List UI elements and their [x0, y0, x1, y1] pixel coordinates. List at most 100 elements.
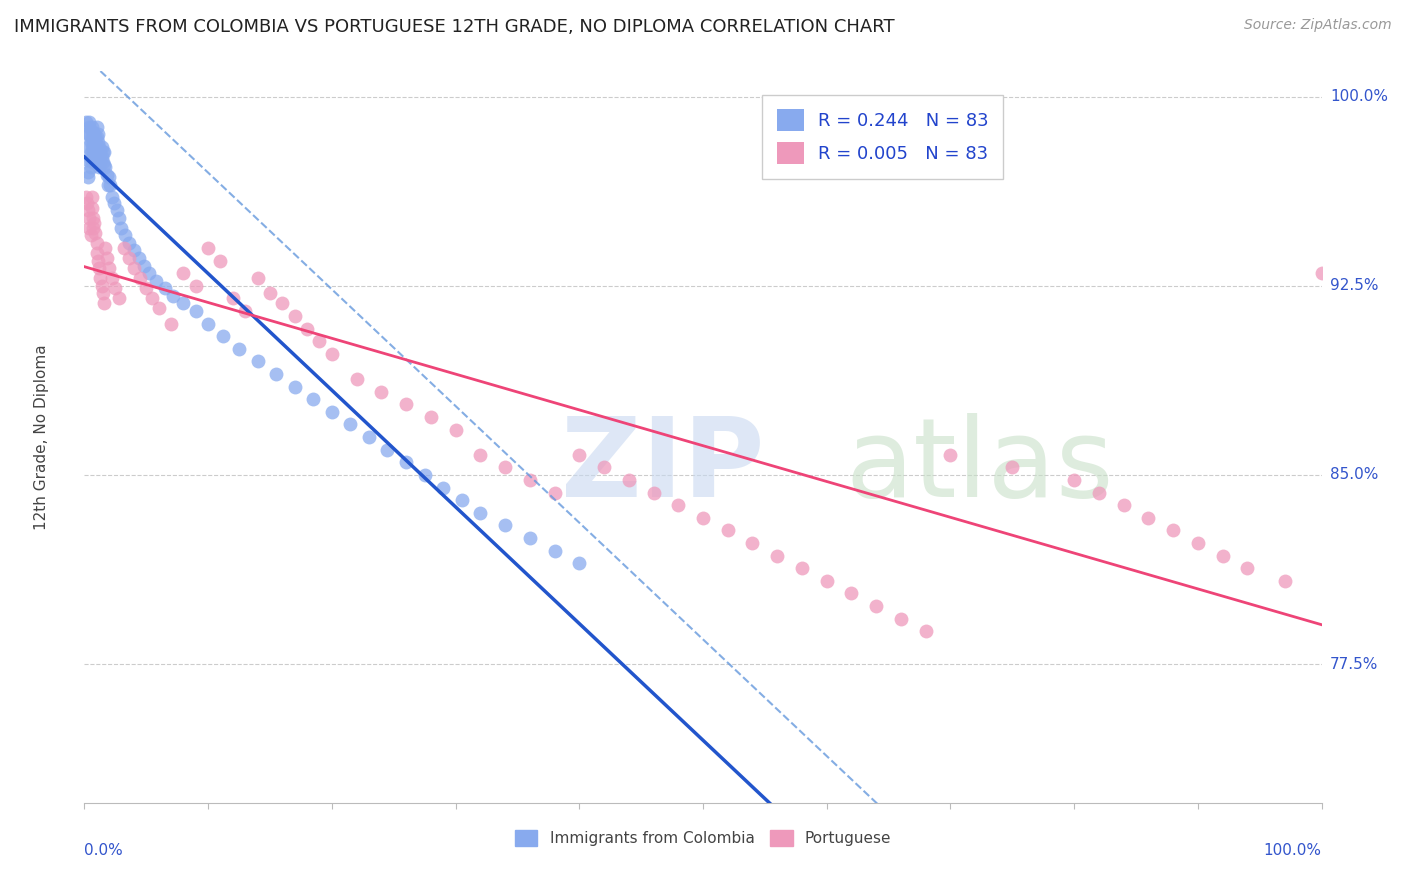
- Point: [222, 291, 245, 305]
- Point: [83, 216, 105, 230]
- Point: [77, 153, 100, 167]
- Point: [84, 226, 107, 240]
- Point: [76, 128, 98, 142]
- Point: [162, 289, 184, 303]
- Point: [93, 296, 115, 310]
- Point: [108, 291, 131, 305]
- Point: [86, 140, 108, 154]
- Text: 0.0%: 0.0%: [84, 843, 124, 858]
- Point: [80, 190, 103, 204]
- Point: [741, 536, 763, 550]
- Point: [370, 384, 392, 399]
- Point: [470, 448, 492, 462]
- Point: [76, 195, 98, 210]
- Point: [91, 155, 114, 169]
- Point: [89, 150, 111, 164]
- Point: [1161, 524, 1184, 538]
- Point: [79, 120, 101, 134]
- Point: [98, 170, 121, 185]
- Point: [89, 145, 111, 159]
- Point: [470, 506, 492, 520]
- Point: [104, 281, 127, 295]
- Point: [543, 543, 565, 558]
- Point: [86, 246, 108, 260]
- Point: [543, 485, 565, 500]
- Point: [450, 493, 472, 508]
- Point: [148, 301, 170, 316]
- Point: [110, 220, 132, 235]
- Point: [246, 271, 269, 285]
- Point: [295, 321, 318, 335]
- Point: [308, 334, 330, 349]
- Point: [97, 178, 120, 192]
- Point: [271, 296, 294, 310]
- Point: [419, 409, 441, 424]
- Point: [112, 241, 135, 255]
- Point: [91, 145, 114, 159]
- Point: [82, 135, 104, 149]
- Point: [1212, 549, 1234, 563]
- Point: [93, 145, 115, 159]
- Point: [1112, 498, 1135, 512]
- Point: [98, 178, 121, 192]
- Point: [766, 549, 789, 563]
- Point: [395, 397, 418, 411]
- Text: IMMIGRANTS FROM COLOMBIA VS PORTUGUESE 12TH GRADE, NO DIPLOMA CORRELATION CHART: IMMIGRANTS FROM COLOMBIA VS PORTUGUESE 1…: [14, 18, 894, 36]
- Point: [339, 417, 361, 432]
- Point: [84, 150, 107, 164]
- Point: [89, 160, 111, 174]
- Point: [1001, 460, 1024, 475]
- Point: [939, 448, 962, 462]
- Text: Source: ZipAtlas.com: Source: ZipAtlas.com: [1244, 18, 1392, 32]
- Point: [96, 168, 118, 182]
- Point: [138, 266, 160, 280]
- Legend: Immigrants from Colombia, Portuguese: Immigrants from Colombia, Portuguese: [508, 822, 898, 854]
- Point: [82, 145, 104, 159]
- Point: [80, 130, 103, 145]
- Point: [717, 524, 740, 538]
- Point: [145, 274, 167, 288]
- Point: [593, 460, 616, 475]
- Point: [84, 130, 107, 145]
- Point: [82, 211, 104, 225]
- Point: [135, 281, 157, 295]
- Point: [80, 120, 103, 134]
- Point: [284, 309, 307, 323]
- Point: [103, 195, 125, 210]
- Text: 100.0%: 100.0%: [1330, 89, 1388, 104]
- Point: [114, 228, 136, 243]
- Point: [1187, 536, 1209, 550]
- Point: [105, 203, 128, 218]
- Point: [1274, 574, 1296, 588]
- Point: [141, 291, 163, 305]
- Point: [93, 158, 115, 172]
- Point: [160, 317, 183, 331]
- Point: [302, 392, 325, 407]
- Point: [94, 241, 117, 255]
- Point: [75, 115, 97, 129]
- Point: [76, 140, 98, 154]
- Point: [82, 125, 104, 139]
- Point: [914, 624, 936, 639]
- Point: [89, 271, 111, 285]
- Point: [184, 304, 207, 318]
- Point: [568, 448, 591, 462]
- Point: [122, 261, 145, 276]
- Point: [89, 261, 111, 276]
- Point: [82, 220, 104, 235]
- Point: [228, 342, 250, 356]
- Point: [321, 347, 343, 361]
- Point: [233, 304, 256, 318]
- Point: [129, 271, 152, 285]
- Point: [692, 510, 714, 524]
- Point: [172, 296, 194, 310]
- Point: [77, 170, 100, 185]
- Point: [432, 481, 454, 495]
- Point: [444, 423, 467, 437]
- Point: [90, 278, 112, 293]
- Point: [841, 586, 863, 600]
- Point: [77, 165, 100, 179]
- Point: [246, 354, 269, 368]
- Point: [82, 155, 104, 169]
- Point: [86, 120, 108, 134]
